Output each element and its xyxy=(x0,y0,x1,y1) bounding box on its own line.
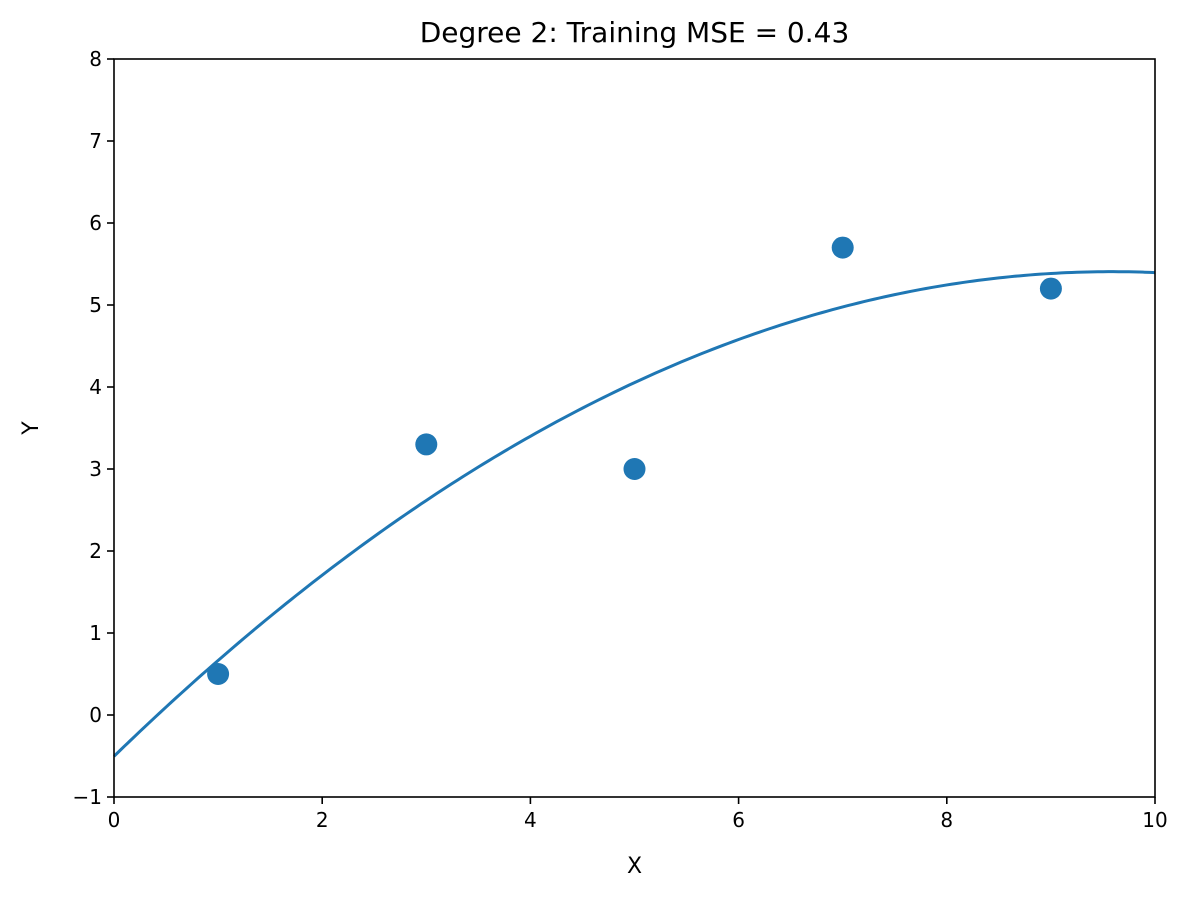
x-tick-label: 6 xyxy=(732,808,745,832)
y-tick-label: 5 xyxy=(89,293,102,317)
x-tick-label: 8 xyxy=(940,808,953,832)
y-tick-label: 2 xyxy=(89,539,102,563)
y-tick-label: 7 xyxy=(89,129,102,153)
y-tick-label: 1 xyxy=(89,621,102,645)
data-point xyxy=(1039,277,1062,300)
y-tick-label: 8 xyxy=(89,47,102,71)
y-tick-label: 6 xyxy=(89,211,102,235)
axes-frame xyxy=(113,58,1156,798)
data-point xyxy=(623,458,646,480)
x-axis-label: X xyxy=(627,854,642,879)
y-tick-label: 0 xyxy=(89,703,102,727)
fit-line xyxy=(112,270,1156,758)
y-tick-label: 4 xyxy=(89,375,102,399)
x-tick-label: 0 xyxy=(108,808,121,832)
y-tick-label: 3 xyxy=(89,457,102,481)
chart-title: Degree 2: Training MSE = 0.43 xyxy=(420,16,850,49)
data-point xyxy=(415,433,438,456)
data-point xyxy=(831,236,854,259)
y-axis-label: Y xyxy=(19,421,44,436)
x-tick-label: 2 xyxy=(316,808,329,832)
x-tick-label: 10 xyxy=(1142,808,1167,832)
data-point xyxy=(207,663,230,685)
x-tick-label: 4 xyxy=(524,808,537,832)
y-tick-label: −1 xyxy=(73,785,102,809)
